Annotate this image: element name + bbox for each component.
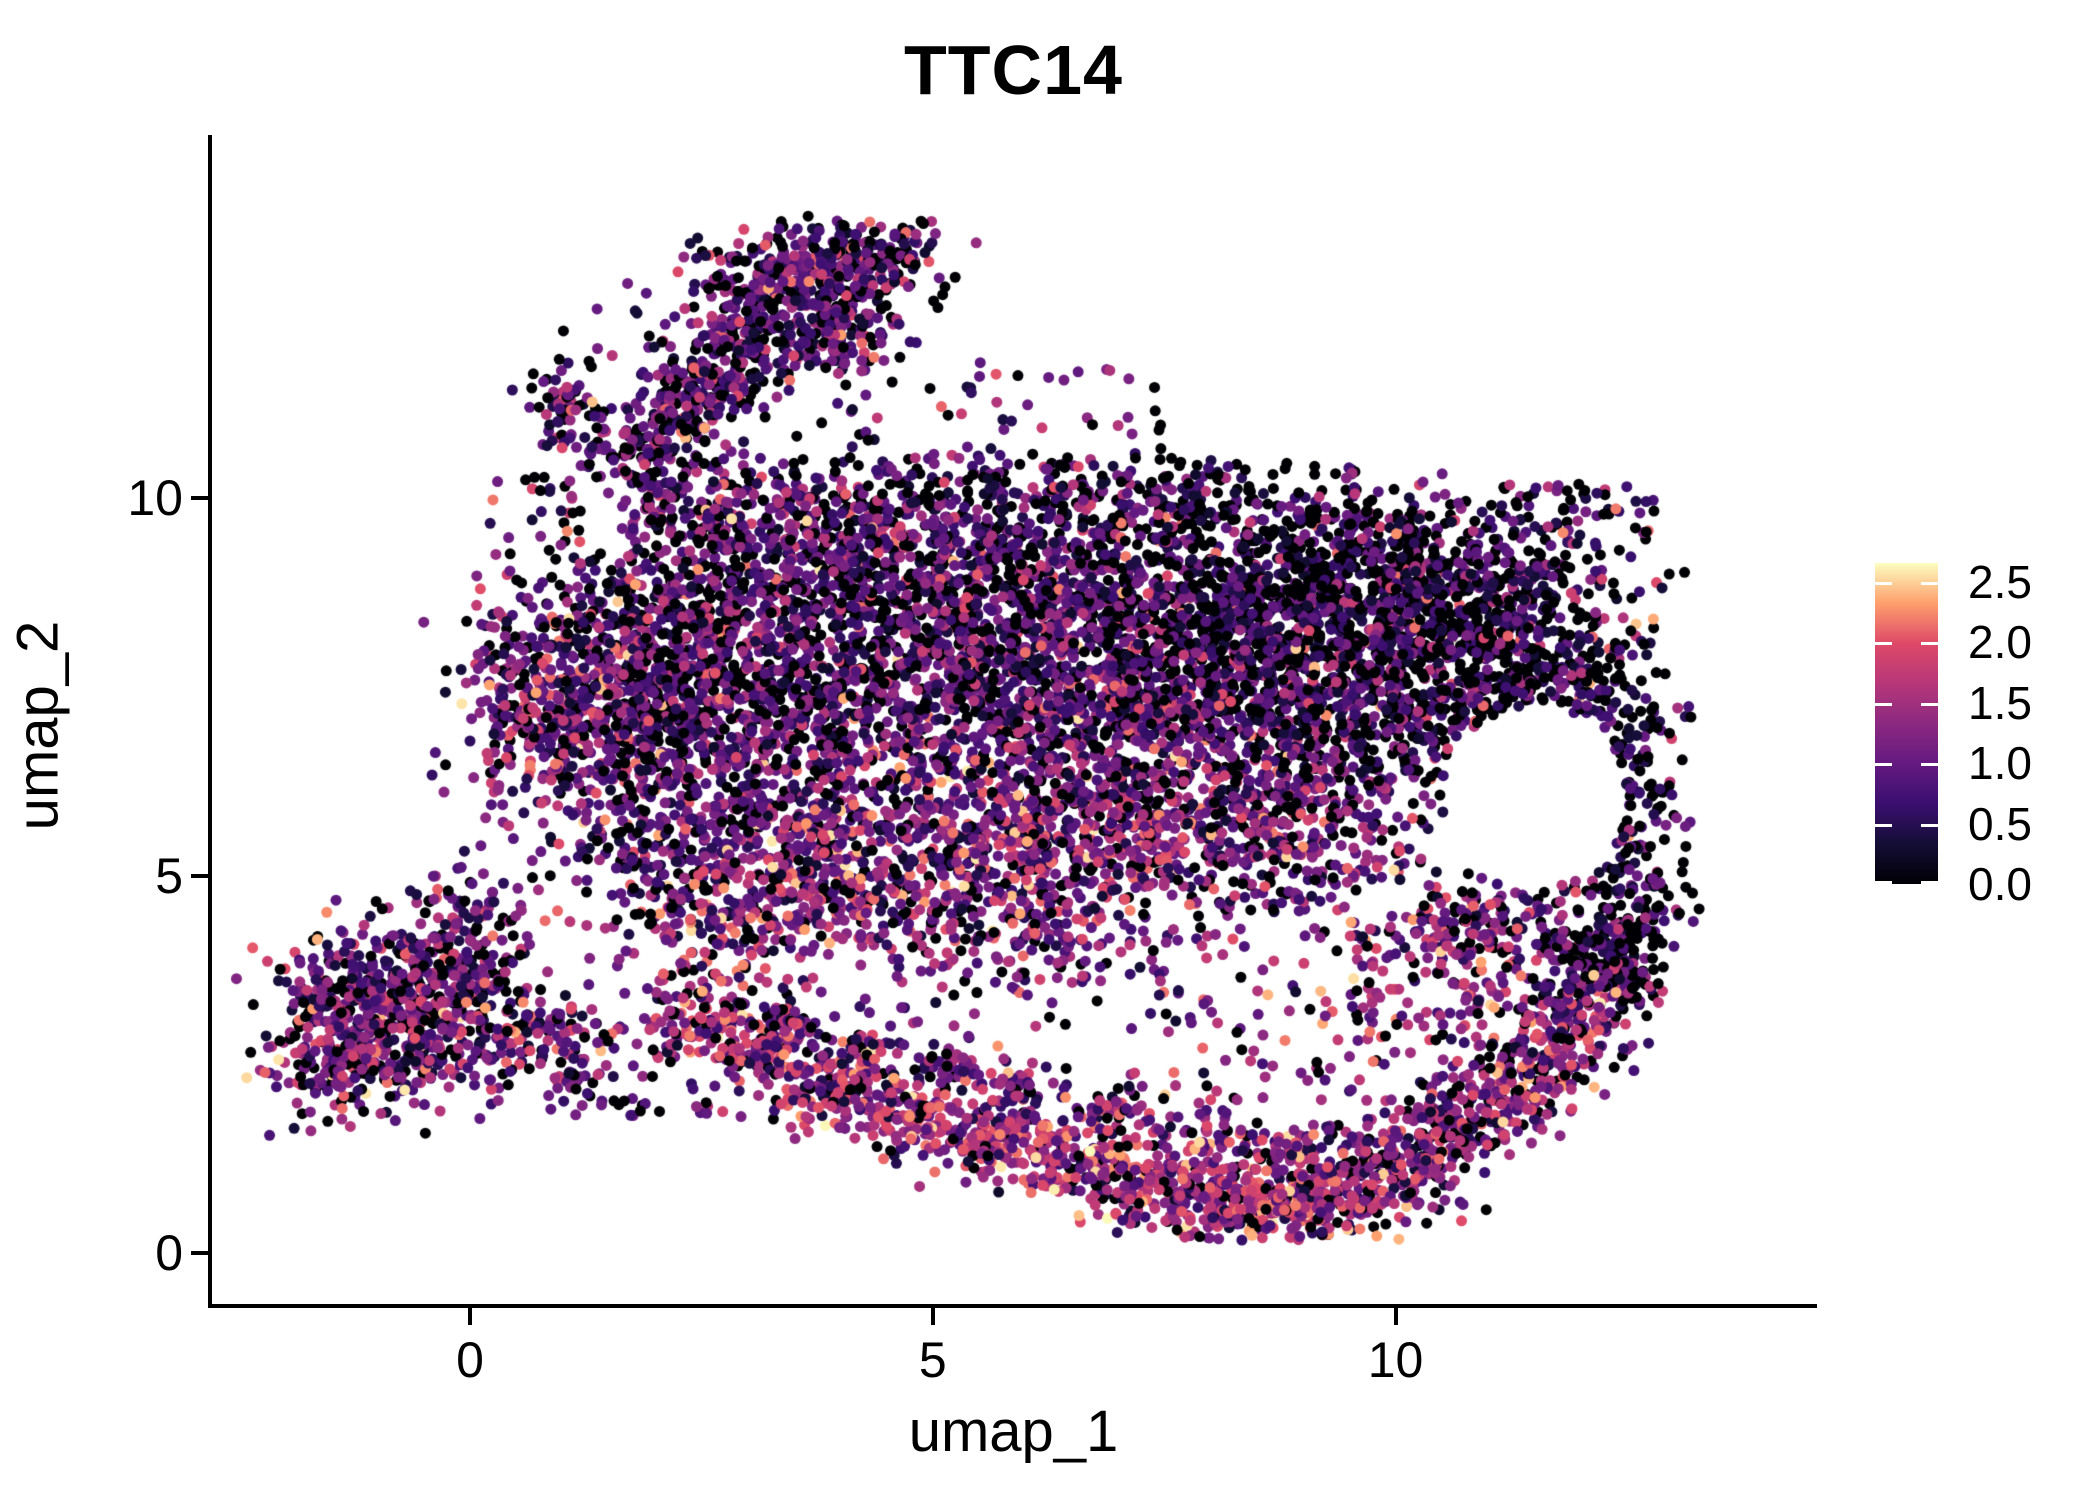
x-tick-mark xyxy=(468,1308,472,1325)
legend-tick-label: 0.5 xyxy=(1968,797,2032,850)
x-axis-line xyxy=(208,1304,1817,1308)
legend-tick-mark xyxy=(1921,642,1938,646)
legend-tick-label: 2.0 xyxy=(1968,616,2032,669)
y-axis-label: umap_2 xyxy=(5,620,71,831)
legend-tick-mark xyxy=(1921,763,1938,767)
y-tick-mark xyxy=(191,496,208,500)
plot-title: TTC14 xyxy=(904,31,1123,109)
legend-tick-mark xyxy=(1875,582,1892,585)
legend-tick-mark xyxy=(1921,702,1938,706)
legend-tick-label: 2.5 xyxy=(1968,556,2032,608)
legend-tick-mark xyxy=(1875,763,1892,767)
x-tick-label: 10 xyxy=(1367,1332,1424,1388)
legend-colorbar xyxy=(1875,563,1938,884)
x-tick-label: 5 xyxy=(918,1332,947,1388)
x-tick-label: 0 xyxy=(456,1332,484,1388)
legend-tick-label: 1.5 xyxy=(1968,676,2032,729)
y-tick-label: 10 xyxy=(127,470,183,526)
y-tick-label: 5 xyxy=(155,847,183,904)
legend-tick-mark xyxy=(1875,823,1892,827)
y-tick-label: 0 xyxy=(155,1225,183,1281)
y-axis-line xyxy=(208,135,212,1308)
legend-tick-mark xyxy=(1921,881,1938,884)
legend-tick-label: 0.0 xyxy=(1968,858,2032,910)
legend-tick-mark xyxy=(1875,702,1892,706)
x-tick-mark xyxy=(1393,1308,1398,1325)
legend-tick-mark xyxy=(1921,823,1938,827)
x-axis-label: umap_1 xyxy=(908,1399,1119,1464)
x-tick-mark xyxy=(930,1308,935,1325)
y-tick-mark xyxy=(191,873,208,878)
y-tick-mark xyxy=(191,1251,208,1255)
legend-tick-mark xyxy=(1875,881,1892,884)
legend-tick-mark xyxy=(1875,642,1892,646)
legend-tick-label: 1.0 xyxy=(1968,737,2032,790)
legend-tick-mark xyxy=(1921,582,1938,585)
